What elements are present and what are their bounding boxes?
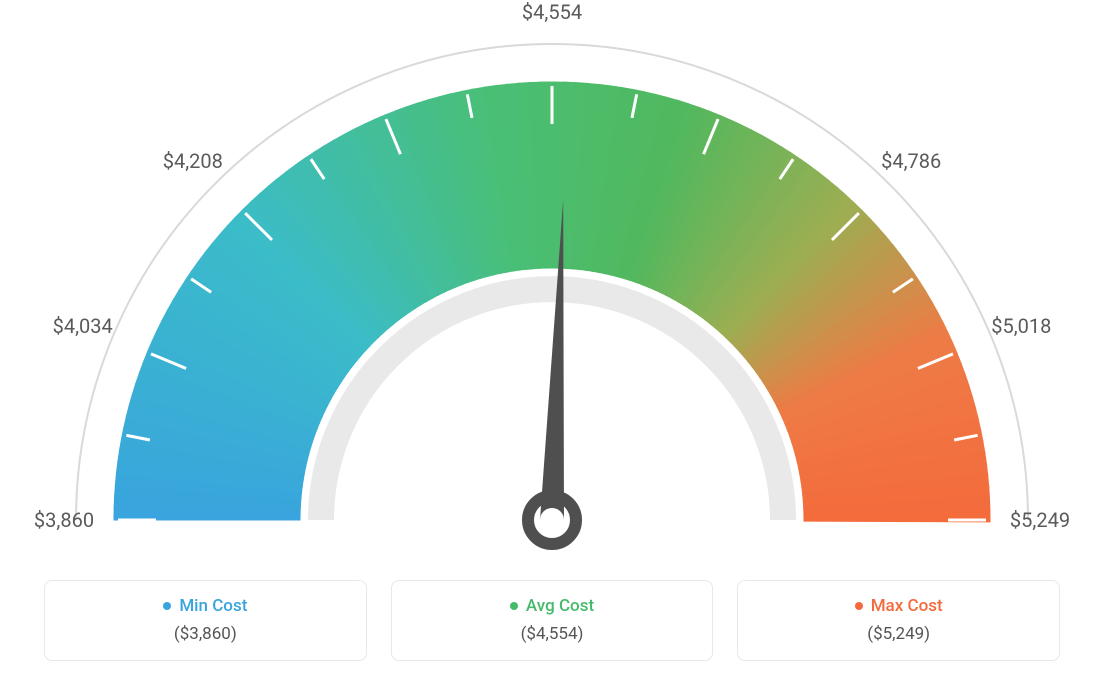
legend-card-avg: Avg Cost ($4,554): [391, 580, 714, 661]
legend-title-min: Min Cost: [163, 596, 247, 616]
gauge-tick-label: $3,860: [34, 508, 94, 532]
legend-dot-max: [855, 602, 863, 610]
legend-value-min: ($3,860): [63, 624, 348, 644]
legend-card-max: Max Cost ($5,249): [737, 580, 1060, 661]
legend-title-avg: Avg Cost: [510, 596, 594, 616]
gauge-tick-label: $4,554: [522, 0, 582, 24]
legend-title-max: Max Cost: [855, 596, 943, 616]
legend-value-avg: ($4,554): [410, 624, 695, 644]
legend-dot-min: [163, 602, 171, 610]
gauge-tick-label: $5,018: [991, 314, 1051, 338]
gauge-chart: $3,860 $4,034 $4,208 $4,554 $4,786 $5,018 $5,2…: [0, 0, 1104, 560]
legend-label-min: Min Cost: [179, 596, 247, 616]
legend-label-avg: Avg Cost: [526, 596, 594, 616]
gauge-tick-label: $5,249: [1010, 508, 1070, 532]
legend-row: Min Cost ($3,860) Avg Cost ($4,554) Max …: [0, 580, 1104, 661]
legend-value-max: ($5,249): [756, 624, 1041, 644]
legend-label-max: Max Cost: [871, 596, 943, 616]
gauge-tick-label: $4,786: [881, 149, 941, 173]
legend-card-min: Min Cost ($3,860): [44, 580, 367, 661]
legend-dot-avg: [510, 602, 518, 610]
gauge-svg: [0, 0, 1104, 560]
gauge-tick-label: $4,208: [163, 149, 223, 173]
gauge-tick-label: $4,034: [53, 314, 113, 338]
